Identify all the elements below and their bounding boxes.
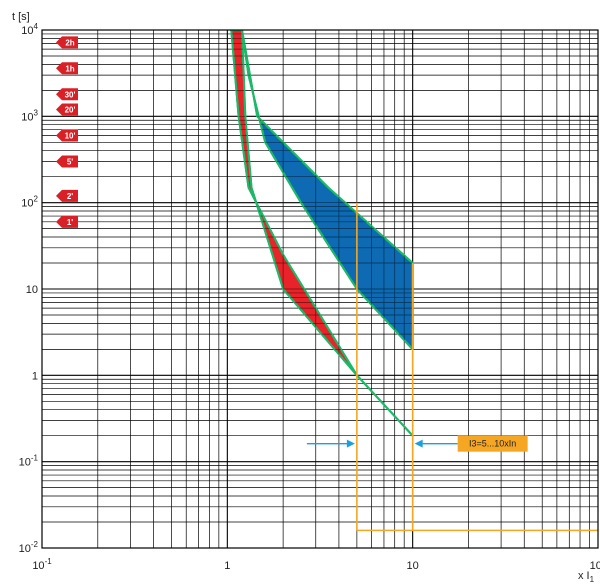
y-tick-label: 104 xyxy=(21,22,38,37)
time-tag-flag xyxy=(56,215,78,228)
x-tick-labels: 10-1 1 10 102 xyxy=(32,557,600,572)
time-tag-label: 20' xyxy=(65,105,76,114)
time-tag: 2' xyxy=(56,189,78,202)
i3-lines xyxy=(356,202,598,532)
time-tag-label: 2h xyxy=(65,38,74,47)
time-tag-flag xyxy=(56,189,78,202)
time-tag: 10' xyxy=(56,129,78,142)
band-fill-2 xyxy=(242,30,413,350)
time-tag-label: 1' xyxy=(67,218,73,227)
y-tick-label: 10 xyxy=(26,284,38,296)
x-tick-label: 1 xyxy=(224,560,230,572)
x-tick-label: 10 xyxy=(407,560,419,572)
time-tag: 5' xyxy=(56,155,78,168)
time-tag: 1' xyxy=(56,215,78,228)
time-tag-flag xyxy=(56,88,78,101)
x-axis-title-sub: 1 xyxy=(590,575,595,584)
y-tick-label: 10-2 xyxy=(19,540,39,555)
time-tag-label: 30' xyxy=(65,90,76,99)
plot-frame xyxy=(41,29,599,549)
time-tag-label: 10' xyxy=(65,131,76,140)
x-axis-title: x I1 xyxy=(578,570,595,584)
time-tag-label: 2' xyxy=(67,192,73,201)
callout: I3=5...10xIn xyxy=(306,435,528,452)
time-tag-flag xyxy=(56,155,78,168)
x-tick-label: 102 xyxy=(590,557,600,572)
callout-box xyxy=(457,435,528,452)
time-tag: 30' xyxy=(56,88,78,101)
band-edge-1 xyxy=(230,30,414,437)
y-tick-label: 1 xyxy=(32,370,38,382)
callout-arrow-left-head xyxy=(346,439,355,448)
time-tags: 2h 1h 30' 20' 10' 5' 2' 1' xyxy=(56,36,78,228)
y-tick-label: 103 xyxy=(21,108,38,123)
time-tag: 20' xyxy=(56,103,78,116)
time-tag-label: 5' xyxy=(67,157,73,166)
y-axis-title: t [s] xyxy=(12,11,30,23)
x-tick-label: 10-1 xyxy=(32,557,52,572)
y-tick-label: 102 xyxy=(21,195,38,210)
time-tag-flag xyxy=(56,103,78,116)
grid xyxy=(42,30,598,548)
time-tag-label: 1h xyxy=(65,64,74,73)
y-tick-label: 10-1 xyxy=(19,454,39,469)
time-tag-flag xyxy=(56,36,78,49)
time-tag: 2h xyxy=(56,36,78,49)
band-fill-1 xyxy=(231,30,413,436)
x-axis-title-main: x I xyxy=(578,570,590,582)
y-tick-labels: 10-2 10-1 1 10 102 103 104 xyxy=(19,22,39,555)
time-tag-flag xyxy=(56,129,78,142)
time-tag-flag xyxy=(56,62,78,75)
callout-text: I3=5...10xIn xyxy=(469,439,516,449)
callout-arrow-right-head xyxy=(414,439,423,448)
time-tag: 1h xyxy=(56,62,78,75)
